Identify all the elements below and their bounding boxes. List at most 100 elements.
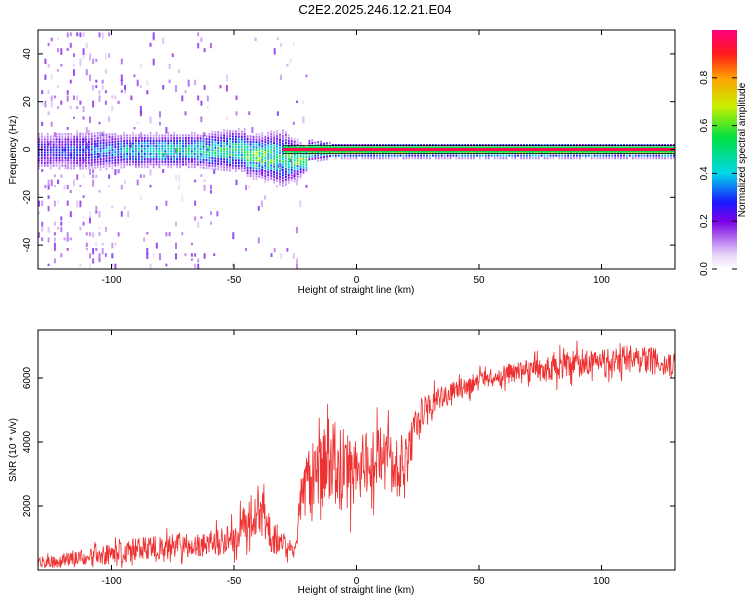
spectrogram-cell: [161, 147, 164, 150]
spectrogram-cell: [561, 151, 564, 155]
spectrogram-cell: [184, 253, 187, 257]
spectrogram-cell: [47, 205, 50, 212]
spectrogram-cell: [73, 140, 76, 144]
spectrogram-cell: [305, 169, 308, 172]
spectrogram-cell: [105, 146, 108, 149]
spectrogram-cell: [167, 137, 170, 140]
spectrogram-cell: [108, 174, 111, 179]
spectrogram-cell: [387, 154, 390, 157]
spectrogram-cell: [111, 156, 114, 159]
spectrogram-cell: [283, 269, 285, 274]
spectrogram-cell: [176, 142, 178, 145]
spectrogram-cell: [76, 174, 79, 180]
spectrogram-cell: [481, 154, 484, 157]
spectrogram-cell: [55, 148, 58, 151]
spectrogram-cell: [261, 145, 264, 148]
spectrogram-cell: [423, 157, 425, 160]
spectrogram-cell: [552, 151, 555, 155]
spectrogram-cell: [140, 166, 143, 169]
spectrogram-cell: [85, 146, 87, 149]
spectrogram-cell: [261, 160, 264, 164]
spectrogram-cell: [282, 140, 284, 143]
spectrogram-cell: [67, 148, 70, 151]
spectrogram-cell: [296, 159, 299, 162]
spectrogram-cell: [120, 150, 123, 153]
spectrogram-cell: [314, 141, 317, 144]
spectrogram-cell: [175, 85, 177, 92]
spectrogram-cell: [370, 151, 372, 155]
spectrogram-cell: [92, 179, 95, 187]
spectrogram-cell: [102, 162, 105, 166]
spectrogram-cell: [55, 143, 58, 146]
spectrogram-cell: [159, 253, 161, 261]
spectrogram-cell: [590, 154, 593, 157]
spectrogram-cell: [187, 150, 190, 153]
spectrogram-cell: [64, 151, 67, 154]
spectrogram-cell: [152, 58, 155, 66]
spectrogram-cell: [102, 136, 105, 139]
spectrogram-cell: [264, 162, 267, 165]
spectrogram-cell: [60, 221, 63, 226]
spectrogram-cell: [226, 166, 228, 169]
spectrogram-cell: [208, 167, 211, 170]
spectrogram-cell: [293, 153, 296, 157]
spectrogram-cell: [88, 161, 90, 164]
spectrogram-cell: [193, 150, 196, 153]
spectrogram-cell: [337, 154, 340, 157]
spectrogram-cell: [252, 138, 255, 141]
spectrogram-cell: [108, 151, 111, 154]
spectrogram-cell: [287, 163, 290, 166]
spectrogram-cell: [502, 151, 505, 155]
spectrogram-cell: [197, 221, 200, 228]
spectrogram-cell: [349, 151, 352, 155]
spectrogram-cell: [276, 143, 278, 146]
spectrogram-cell: [99, 163, 102, 166]
spectrogram-cell: [620, 151, 622, 155]
spectrogram-cell: [214, 138, 217, 142]
spectrogram-cell: [38, 164, 40, 167]
spectrogram-cell: [89, 169, 91, 175]
spectrogram-cell: [89, 216, 91, 224]
spectrogram-cell: [111, 253, 114, 259]
spectrogram-cell: [352, 157, 355, 160]
spectrogram-cell: [561, 154, 564, 157]
spectrogram-cell: [664, 151, 666, 155]
spectrogram-cell: [199, 150, 202, 153]
spectrogram-cell: [159, 111, 161, 118]
spectrogram-cell: [349, 154, 352, 157]
spectrogram-cell: [420, 154, 422, 157]
spectrogram-cell: [114, 148, 117, 151]
spectrogram-cell: [285, 183, 287, 186]
spectrogram-cell: [279, 138, 281, 142]
spectrogram-cell: [286, 63, 289, 67]
spectrogram-cell: [220, 163, 223, 166]
spectrogram-cell: [76, 130, 78, 133]
spectrogram-cell: [111, 95, 114, 99]
spectrogram-cell: [252, 140, 255, 144]
spectrogram-cell: [149, 163, 152, 166]
spectrogram-cell: [602, 154, 605, 157]
spectrogram-cell: [170, 137, 173, 140]
spectrogram-cell: [232, 130, 234, 133]
spectrogram-cell: [290, 158, 293, 161]
spectrogram-cell: [631, 151, 634, 155]
spectrogram-cell: [96, 153, 99, 156]
spectrogram-cell: [73, 167, 76, 170]
spectrogram-cell: [179, 150, 181, 153]
spectrogram-cell: [146, 90, 149, 95]
spectrogram-cell: [95, 142, 98, 148]
spectrogram-cell: [190, 142, 193, 145]
spectrogram-cell: [197, 95, 200, 101]
spectrogram-cell: [508, 154, 511, 157]
colorbar: 0.00.20.40.60.8 Normalized spectral ampl…: [699, 30, 748, 276]
spectrogram-cell: [370, 154, 372, 157]
spectrogram-cell: [293, 177, 296, 180]
spectrogram-cell: [235, 130, 237, 133]
spectrogram-cell: [293, 169, 296, 172]
spectrogram-cell: [246, 135, 249, 138]
spectrogram-cell: [217, 160, 220, 163]
spectrogram-cell: [537, 154, 540, 157]
spectrogram-cell: [235, 154, 237, 157]
spectrogram-cell: [246, 148, 249, 151]
spectrogram-cell: [514, 157, 517, 160]
